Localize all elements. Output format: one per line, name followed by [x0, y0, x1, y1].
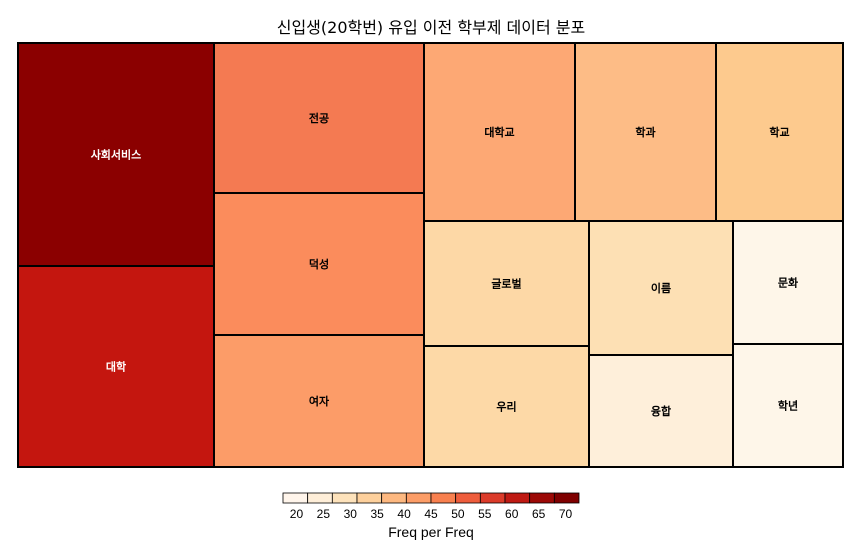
- legend-swatch: [479, 492, 506, 504]
- treemap-cell-label: 전공: [309, 111, 329, 125]
- legend-swatch: [553, 492, 580, 504]
- treemap-cell-label: 사회서비스: [91, 148, 142, 162]
- treemap-cell-label: 대학교: [484, 125, 514, 139]
- legend-tick-label: 70: [559, 507, 573, 521]
- treemap-cell-label: 우리: [496, 400, 516, 414]
- legend-swatches: [282, 492, 580, 504]
- legend-swatch: [529, 492, 555, 504]
- legend-swatch: [331, 492, 358, 504]
- chart-title: 신입생(20학번) 유입 이전 학부제 데이터 분포: [277, 18, 586, 37]
- color-legend: 20 25 30 35 40 45 50 55 60 65 70 Freq per Freq: [282, 492, 580, 540]
- legend-swatch: [455, 492, 481, 504]
- legend-swatch: [356, 492, 383, 504]
- legend-tick-label: 45: [424, 507, 438, 521]
- treemap-cell-label: 여자: [309, 394, 330, 408]
- treemap-frame: [17, 42, 844, 468]
- legend-tick-label: 50: [451, 507, 465, 521]
- legend-tick-label: 35: [371, 507, 385, 521]
- treemap-cell: [213, 192, 425, 336]
- legend-title: Freq per Freq: [388, 524, 474, 540]
- treemap-cell-label: 대학: [106, 360, 126, 374]
- legend-tick-label: 40: [397, 507, 411, 521]
- legend-tick-label: 20: [290, 507, 304, 521]
- legend-tick-label: 30: [344, 507, 358, 521]
- treemap-cell-label: 이름: [651, 281, 671, 295]
- legend-tick-label: 65: [532, 507, 546, 521]
- treemap-cell: [588, 354, 734, 468]
- legend-swatch: [405, 492, 432, 504]
- legend-tick-label: 60: [505, 507, 519, 521]
- treemap-cell: [17, 265, 215, 468]
- treemap-cell: [715, 42, 844, 222]
- treemap-cell: [732, 343, 844, 468]
- treemap-cell-label: 덕성: [309, 257, 329, 271]
- legend-ticks: 20 25 30 35 40 45 50 55 60 65 70: [290, 507, 573, 521]
- legend-tick-label: 25: [317, 507, 331, 521]
- treemap-cell-label: 문화: [778, 276, 798, 290]
- treemap-cell: [423, 42, 576, 222]
- treemap-cell: [213, 334, 425, 468]
- treemap-cell-label: 학년: [778, 399, 798, 413]
- treemap-cell-label: 융합: [651, 404, 671, 418]
- legend-swatch: [430, 492, 457, 504]
- legend-tick-label: 55: [478, 507, 492, 521]
- legend-swatch: [282, 492, 309, 504]
- treemap-cell-label: 학과: [635, 125, 655, 139]
- treemap-cell: [17, 42, 215, 267]
- treemap-cell: [423, 345, 590, 468]
- legend-swatch: [504, 492, 531, 504]
- treemap-cell-label: 학교: [769, 125, 789, 139]
- legend-swatch: [307, 492, 333, 504]
- legend-swatch: [381, 492, 407, 504]
- treemap-cell-label: 글로벌: [491, 277, 521, 291]
